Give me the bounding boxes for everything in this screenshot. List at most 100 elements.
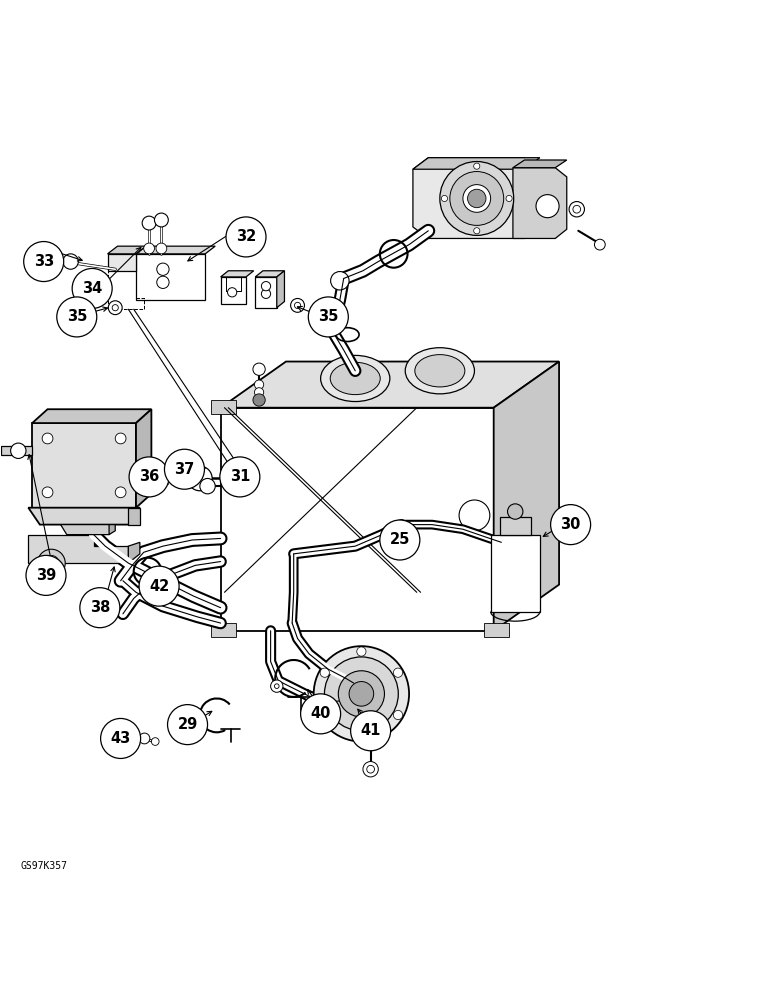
Polygon shape [212, 623, 236, 637]
Polygon shape [109, 525, 115, 535]
Circle shape [294, 302, 300, 308]
Text: 35: 35 [318, 309, 338, 324]
Circle shape [262, 282, 271, 291]
Circle shape [129, 457, 169, 497]
Text: 43: 43 [110, 731, 130, 746]
Text: 38: 38 [90, 600, 110, 615]
Circle shape [26, 555, 66, 595]
Circle shape [507, 504, 523, 519]
Polygon shape [107, 246, 146, 254]
Circle shape [450, 172, 503, 225]
Circle shape [349, 682, 374, 706]
Polygon shape [221, 362, 559, 408]
Polygon shape [128, 508, 140, 525]
Text: 30: 30 [560, 517, 581, 532]
Circle shape [168, 705, 208, 745]
Circle shape [24, 242, 64, 282]
Circle shape [253, 394, 266, 406]
Circle shape [394, 668, 403, 677]
Text: 32: 32 [236, 229, 256, 244]
Polygon shape [221, 408, 493, 631]
Circle shape [367, 765, 374, 773]
Circle shape [112, 305, 118, 311]
Circle shape [380, 520, 420, 560]
Circle shape [594, 239, 605, 250]
Polygon shape [32, 409, 151, 423]
Circle shape [308, 297, 348, 337]
Polygon shape [221, 271, 254, 277]
Ellipse shape [405, 348, 475, 394]
Polygon shape [136, 246, 215, 254]
Circle shape [42, 433, 53, 444]
Circle shape [506, 195, 512, 202]
Ellipse shape [320, 355, 390, 402]
Circle shape [357, 732, 366, 741]
Circle shape [139, 733, 150, 744]
Polygon shape [413, 158, 540, 169]
Circle shape [255, 388, 264, 397]
Circle shape [338, 671, 384, 717]
Polygon shape [136, 409, 151, 508]
Circle shape [139, 566, 179, 606]
Text: 35: 35 [66, 309, 87, 324]
Circle shape [573, 205, 581, 213]
Text: 25: 25 [390, 532, 410, 547]
Circle shape [463, 185, 491, 212]
Polygon shape [29, 535, 128, 563]
Circle shape [63, 254, 78, 269]
Circle shape [151, 738, 159, 745]
Circle shape [80, 588, 120, 628]
Polygon shape [32, 423, 136, 508]
Circle shape [44, 555, 59, 571]
Circle shape [142, 216, 156, 230]
Circle shape [115, 487, 126, 498]
Circle shape [440, 162, 513, 235]
Circle shape [459, 500, 490, 531]
Polygon shape [256, 277, 277, 308]
Circle shape [121, 726, 135, 740]
Circle shape [300, 694, 340, 734]
Text: 40: 40 [310, 706, 331, 721]
Circle shape [164, 449, 205, 489]
Circle shape [394, 710, 403, 720]
Circle shape [220, 457, 260, 497]
Circle shape [313, 646, 409, 742]
Circle shape [468, 189, 486, 208]
Polygon shape [491, 535, 540, 612]
Circle shape [72, 268, 112, 308]
Text: 29: 29 [178, 717, 198, 732]
Circle shape [42, 487, 53, 498]
Circle shape [188, 466, 212, 491]
Circle shape [474, 163, 480, 169]
Polygon shape [107, 254, 136, 271]
Circle shape [115, 433, 126, 444]
Circle shape [156, 243, 167, 254]
Circle shape [474, 228, 480, 234]
Text: 39: 39 [36, 568, 56, 583]
Circle shape [324, 657, 398, 731]
Circle shape [228, 288, 237, 297]
Text: 33: 33 [33, 254, 54, 269]
Polygon shape [513, 168, 567, 238]
Polygon shape [212, 400, 236, 414]
Polygon shape [136, 254, 205, 300]
Circle shape [57, 297, 96, 337]
Ellipse shape [415, 355, 465, 387]
Circle shape [271, 680, 283, 692]
Text: 37: 37 [174, 462, 195, 477]
Circle shape [255, 380, 264, 389]
Polygon shape [499, 517, 530, 535]
Circle shape [357, 647, 366, 656]
Polygon shape [2, 446, 32, 455]
Polygon shape [485, 623, 509, 637]
Polygon shape [29, 508, 140, 525]
Circle shape [157, 263, 169, 275]
Circle shape [253, 363, 266, 375]
Circle shape [442, 195, 448, 202]
Circle shape [320, 710, 330, 720]
Polygon shape [61, 525, 115, 535]
Circle shape [536, 195, 559, 218]
Circle shape [550, 505, 591, 545]
Polygon shape [256, 271, 284, 277]
Polygon shape [277, 271, 284, 308]
